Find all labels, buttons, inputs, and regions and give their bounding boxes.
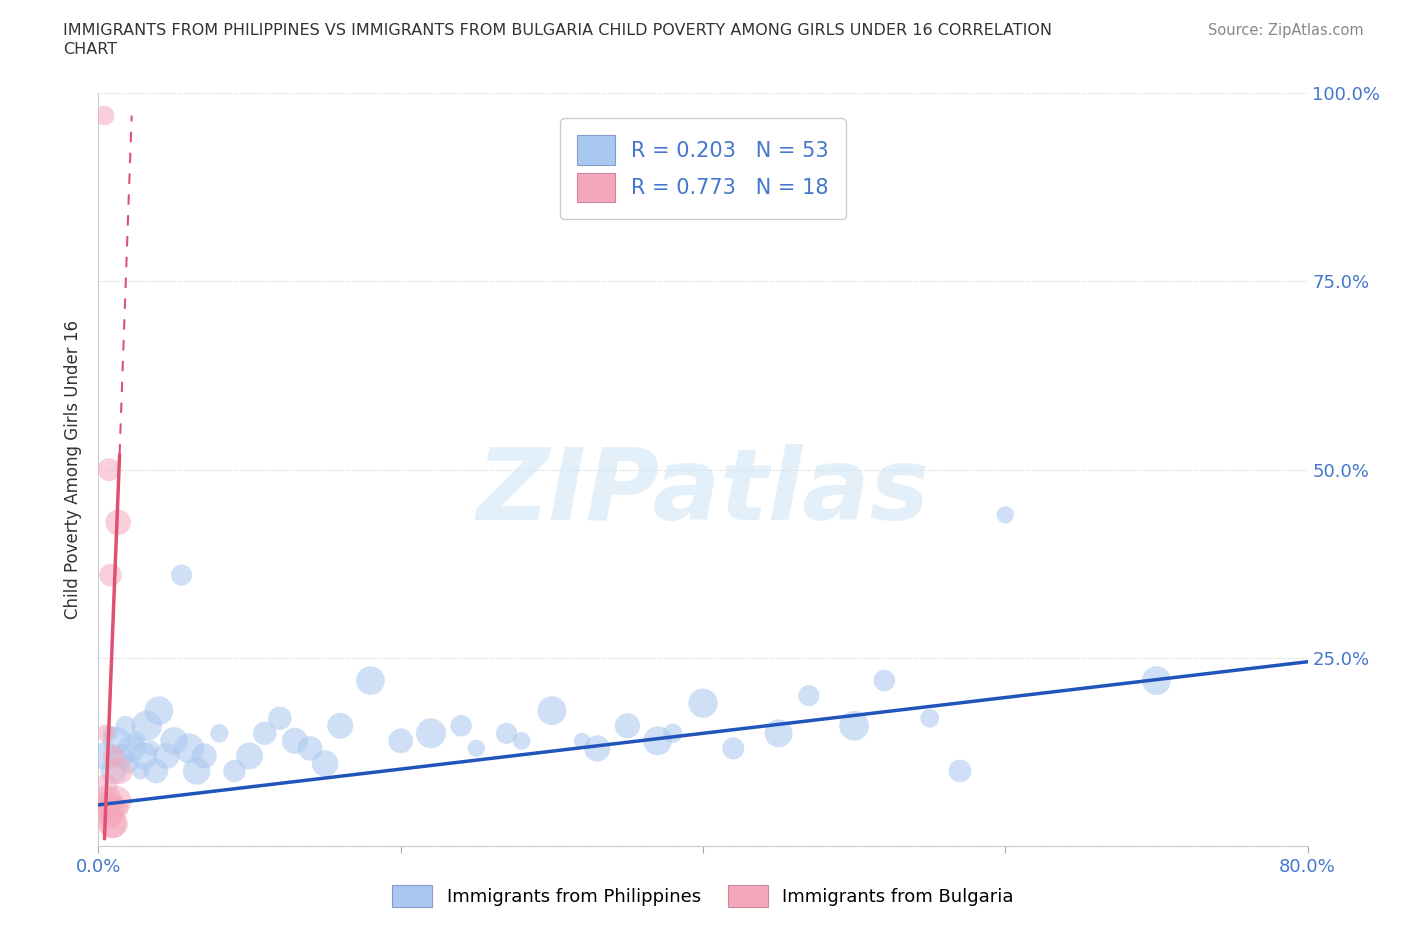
Point bbox=[110, 749, 132, 764]
Point bbox=[148, 703, 170, 718]
Y-axis label: Child Poverty Among Girls Under 16: Child Poverty Among Girls Under 16 bbox=[65, 320, 83, 619]
Point bbox=[94, 749, 117, 764]
Point bbox=[179, 741, 201, 756]
Point bbox=[101, 817, 124, 831]
Point bbox=[239, 749, 262, 764]
Point bbox=[114, 718, 136, 733]
Point bbox=[918, 711, 941, 725]
Point bbox=[208, 726, 231, 741]
Legend: Immigrants from Philippines, Immigrants from Bulgaria: Immigrants from Philippines, Immigrants … bbox=[384, 876, 1022, 916]
Text: CHART: CHART bbox=[63, 42, 117, 57]
Point bbox=[107, 515, 129, 530]
Point bbox=[163, 734, 186, 749]
Point bbox=[145, 764, 167, 778]
Point bbox=[103, 817, 125, 831]
Point bbox=[132, 749, 155, 764]
Point bbox=[389, 734, 412, 749]
Point bbox=[94, 726, 117, 741]
Point bbox=[571, 734, 593, 749]
Point bbox=[723, 741, 745, 756]
Point bbox=[105, 734, 128, 749]
Point bbox=[105, 793, 128, 808]
Point bbox=[96, 802, 118, 817]
Point bbox=[284, 734, 307, 749]
Point bbox=[768, 726, 790, 741]
Point bbox=[125, 734, 148, 749]
Point bbox=[101, 809, 124, 824]
Point bbox=[100, 726, 122, 741]
Text: ZIPatlas: ZIPatlas bbox=[477, 444, 929, 540]
Point bbox=[510, 734, 533, 749]
Point bbox=[96, 793, 118, 808]
Point bbox=[540, 703, 562, 718]
Point bbox=[647, 734, 669, 749]
Point bbox=[98, 462, 121, 477]
Point bbox=[118, 756, 141, 771]
Point bbox=[129, 764, 152, 778]
Point bbox=[141, 741, 163, 756]
Point bbox=[193, 749, 215, 764]
Point bbox=[314, 756, 336, 771]
Point bbox=[692, 696, 714, 711]
Point bbox=[616, 718, 638, 733]
Text: Source: ZipAtlas.com: Source: ZipAtlas.com bbox=[1208, 23, 1364, 38]
Point bbox=[994, 508, 1017, 523]
Point bbox=[949, 764, 972, 778]
Point bbox=[586, 741, 609, 756]
Point bbox=[186, 764, 208, 778]
Point bbox=[103, 749, 125, 764]
Text: IMMIGRANTS FROM PHILIPPINES VS IMMIGRANTS FROM BULGARIA CHILD POVERTY AMONG GIRL: IMMIGRANTS FROM PHILIPPINES VS IMMIGRANT… bbox=[63, 23, 1052, 38]
Point bbox=[360, 673, 382, 688]
Point bbox=[797, 688, 820, 703]
Point bbox=[1144, 673, 1167, 688]
Point bbox=[661, 726, 683, 741]
Point bbox=[100, 567, 122, 582]
Point bbox=[100, 809, 122, 824]
Point bbox=[93, 108, 115, 123]
Point bbox=[94, 778, 117, 793]
Point bbox=[103, 764, 125, 778]
Point bbox=[98, 802, 121, 817]
Point bbox=[495, 726, 517, 741]
Point bbox=[329, 718, 352, 733]
Point bbox=[420, 726, 443, 741]
Point bbox=[873, 673, 896, 688]
Point bbox=[224, 764, 246, 778]
Point bbox=[465, 741, 488, 756]
Point bbox=[844, 718, 866, 733]
Legend: R = 0.203   N = 53, R = 0.773   N = 18: R = 0.203 N = 53, R = 0.773 N = 18 bbox=[561, 118, 845, 219]
Point bbox=[94, 793, 117, 808]
Point bbox=[253, 726, 276, 741]
Point bbox=[108, 764, 131, 778]
Point bbox=[299, 741, 322, 756]
Point bbox=[170, 567, 193, 582]
Point bbox=[135, 718, 157, 733]
Point bbox=[450, 718, 472, 733]
Point bbox=[269, 711, 291, 725]
Point bbox=[155, 749, 177, 764]
Point bbox=[104, 802, 127, 817]
Point bbox=[121, 741, 143, 756]
